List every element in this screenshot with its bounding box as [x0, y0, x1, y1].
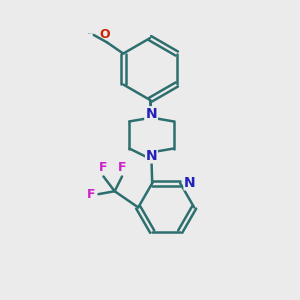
- Text: methoxy: methoxy: [94, 30, 100, 31]
- Text: F: F: [118, 161, 126, 174]
- Text: F: F: [99, 161, 108, 174]
- Text: N: N: [146, 107, 157, 121]
- Text: N: N: [144, 106, 156, 120]
- Text: methoxy: methoxy: [94, 32, 100, 33]
- Text: N: N: [146, 149, 157, 163]
- Text: O: O: [99, 28, 110, 41]
- Text: F: F: [86, 188, 95, 201]
- Text: methoxy: methoxy: [88, 32, 94, 34]
- Text: N: N: [184, 176, 195, 190]
